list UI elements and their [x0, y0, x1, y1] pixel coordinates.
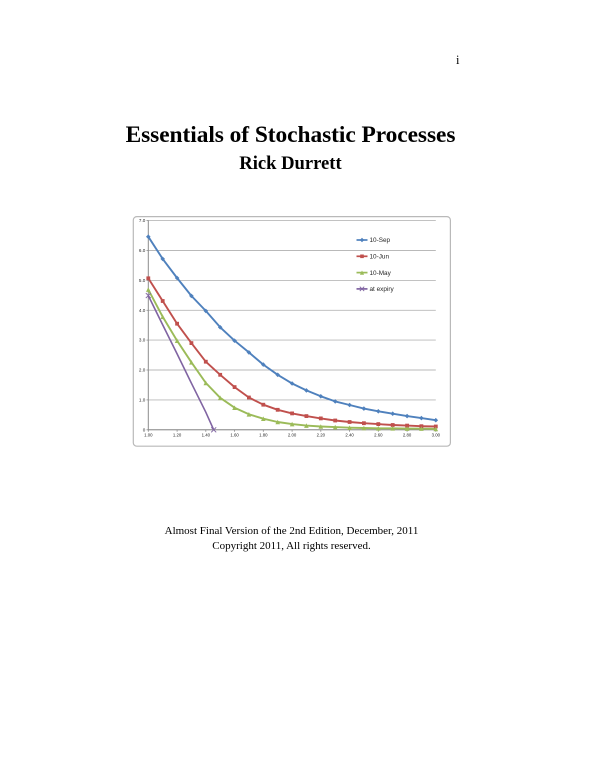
- svg-text:at expiry: at expiry: [370, 286, 395, 293]
- svg-text:7.0: 7.0: [139, 218, 146, 223]
- svg-text:3.0: 3.0: [139, 338, 146, 343]
- svg-text:1.0: 1.0: [139, 398, 146, 403]
- svg-text:10-May: 10-May: [370, 270, 392, 277]
- svg-text:1.60: 1.60: [230, 432, 239, 437]
- svg-text:2.60: 2.60: [374, 432, 383, 437]
- svg-text:6.0: 6.0: [139, 248, 146, 253]
- svg-text:1.20: 1.20: [173, 432, 182, 437]
- svg-text:1.00: 1.00: [144, 432, 153, 437]
- svg-text:3.00: 3.00: [432, 432, 441, 437]
- svg-text:2.00: 2.00: [288, 432, 297, 437]
- svg-text:2.0: 2.0: [139, 368, 146, 373]
- svg-text:1.40: 1.40: [202, 432, 211, 437]
- svg-text:1.80: 1.80: [259, 432, 268, 437]
- svg-text:5.0: 5.0: [139, 278, 146, 283]
- svg-text:0: 0: [143, 427, 146, 432]
- svg-text:10-Sep: 10-Sep: [370, 237, 391, 244]
- svg-text:10-Jun: 10-Jun: [370, 254, 390, 261]
- svg-text:4.0: 4.0: [139, 308, 146, 313]
- svg-text:2.80: 2.80: [403, 432, 412, 437]
- svg-text:2.20: 2.20: [317, 432, 326, 437]
- svg-text:2.40: 2.40: [345, 432, 354, 437]
